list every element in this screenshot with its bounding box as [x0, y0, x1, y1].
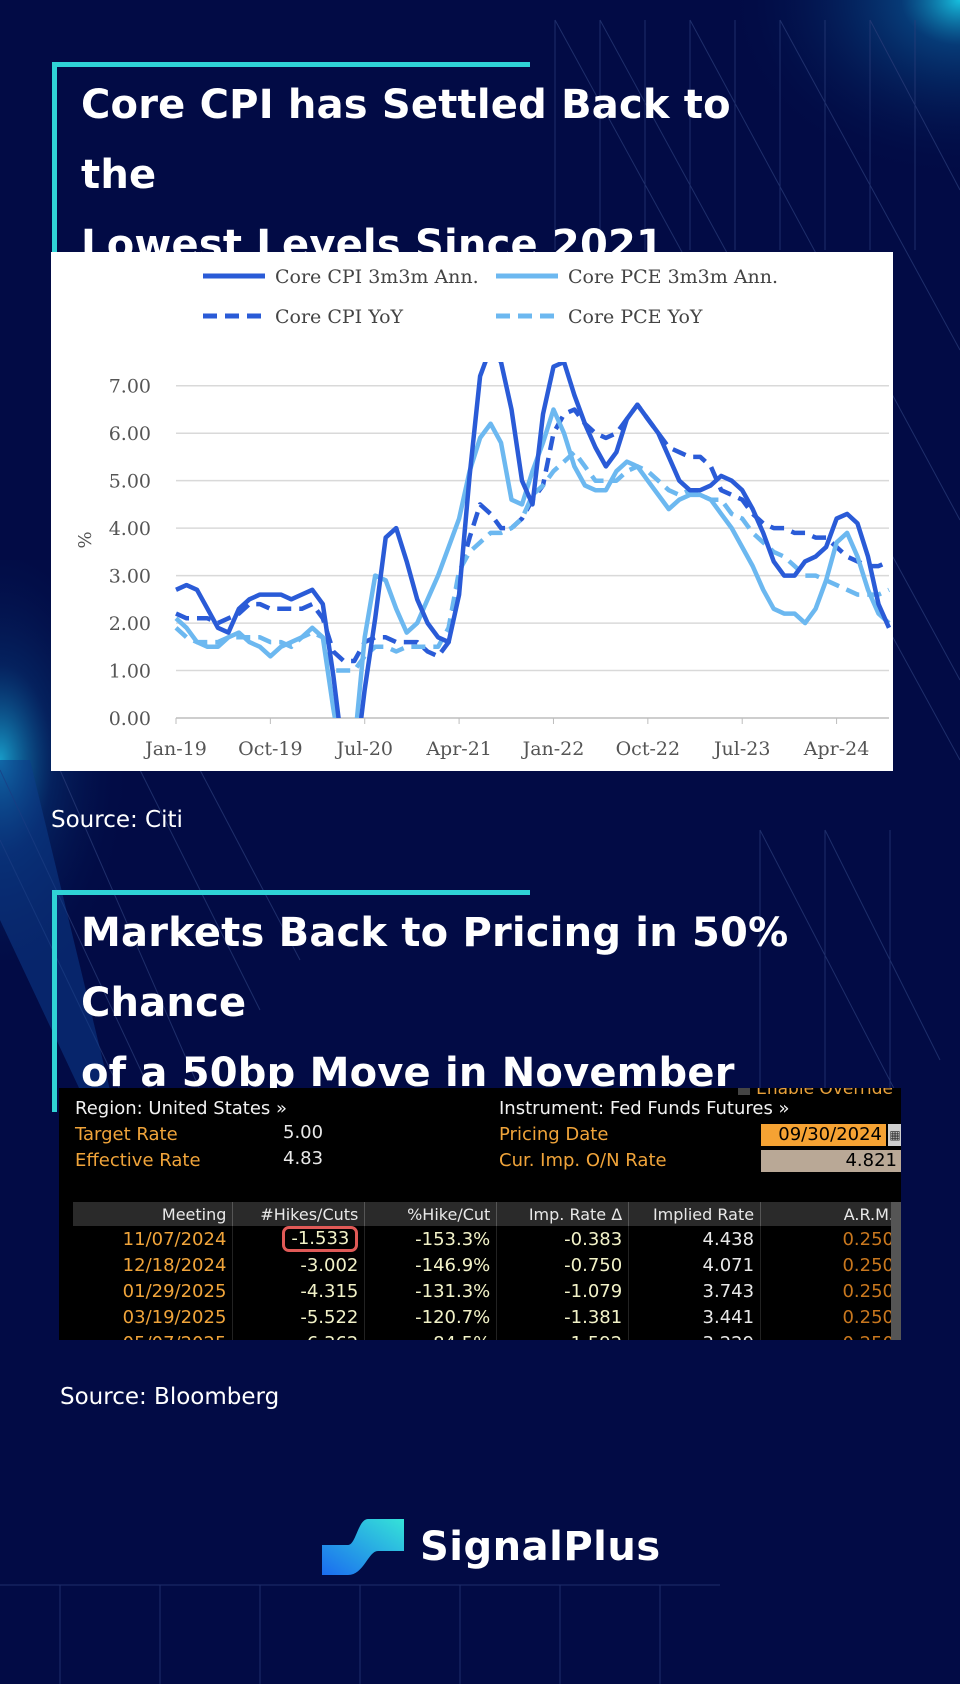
arm-cell: 0.250 [760, 1252, 901, 1278]
section1-title: Core CPI has Settled Back to the Lowest … [81, 70, 812, 280]
implied-rate-cell: 3.743 [628, 1278, 762, 1304]
imp-rate-delta-cell: -1.592 [496, 1330, 630, 1340]
section2-title: Markets Back to Pricing in 50% Chance of… [81, 898, 932, 1108]
signalplus-logo-icon [322, 1519, 404, 1575]
hikes-cuts-cell: -1.533 [232, 1226, 366, 1252]
y-tick-label: 5.00 [109, 471, 151, 493]
legend-label: Core CPI YoY [275, 306, 404, 328]
accent-bar [52, 62, 530, 67]
arm-cell: 0.250 [760, 1330, 901, 1340]
y-tick-label: 3.00 [109, 566, 151, 588]
x-tick-label: Oct-19 [238, 738, 302, 760]
table-row[interactable]: 01/29/2025 -4.315 -131.3% -1.079 3.743 0… [73, 1278, 901, 1304]
meeting-date: 11/07/2024 [73, 1226, 234, 1252]
table-row[interactable]: 05/07/2025 -6.362 -84.5% -1.592 3.229 0.… [73, 1330, 901, 1340]
effective-rate-value: 4.83 [283, 1148, 324, 1169]
logo-wordmark: SignalPlus [420, 1524, 661, 1570]
y-tick-label: 1.00 [109, 661, 151, 683]
x-tick-label: Jul-23 [712, 738, 771, 760]
hikes-cuts-cell: -6.362 [232, 1330, 366, 1340]
table-header-row: Meeting #Hikes/Cuts %Hike/Cut Imp. Rate … [73, 1202, 901, 1226]
y-tick-label: 6.00 [109, 423, 151, 445]
pct-hike-cut-cell: -146.9% [364, 1252, 498, 1278]
implied-rate-cell: 3.229 [628, 1330, 762, 1340]
hikes-cuts-cell: -3.002 [232, 1252, 366, 1278]
pct-hike-cut-cell: -153.3% [364, 1226, 498, 1252]
meeting-date: 05/07/2025 [73, 1330, 234, 1340]
source-citi: Source: Citi [51, 807, 183, 833]
accent-bar [52, 890, 530, 895]
section2-title-line1: Markets Back to Pricing in 50% Chance [81, 910, 789, 1026]
calendar-icon[interactable]: ▦ [888, 1124, 901, 1146]
cur-imp-rate-field[interactable]: 4.821 [761, 1150, 901, 1172]
signalplus-logo: SignalPlus [322, 1515, 661, 1579]
cpi-line-chart: 0.00 1.00 2.00 3.00 4.00 5.00 6.00 7.00% Jan-19 O… [75, 266, 891, 760]
bloomberg-wirp-panel: Enable Override Region: United States » … [59, 1088, 901, 1340]
y-tick-label: 4.00 [109, 518, 151, 540]
pct-hike-cut-cell: -120.7% [364, 1304, 498, 1330]
pricing-date-field[interactable]: 09/30/2024 [761, 1124, 886, 1146]
implied-rate-cell: 4.438 [628, 1226, 762, 1252]
x-tick-label: Apr-21 [425, 738, 492, 760]
source-bloomberg: Source: Bloomberg [60, 1384, 280, 1410]
x-tick-label: Jul-20 [334, 738, 393, 760]
y-tick-label: 7.00 [109, 376, 151, 398]
x-tick-label: Apr-24 [803, 738, 870, 760]
y-axis-label: % [75, 531, 96, 548]
effective-rate-label: Effective Rate [75, 1150, 201, 1171]
cpi-chart-panel: 0.00 1.00 2.00 3.00 4.00 5.00 6.00 7.00% Jan-19 O… [51, 252, 893, 771]
series-line-core-pce-3m3m-ann- [174, 407, 891, 718]
imp-rate-delta-cell: -0.750 [496, 1252, 630, 1278]
y-tick-label: 0.00 [109, 708, 151, 730]
imp-rate-delta-cell: -1.079 [496, 1278, 630, 1304]
arm-cell: 0.250 [760, 1304, 901, 1330]
section2-title-block: Markets Back to Pricing in 50% Chance of… [52, 890, 932, 1112]
rate-probability-table: Meeting #Hikes/Cuts %Hike/Cut Imp. Rate … [73, 1202, 901, 1340]
target-rate-label: Target Rate [75, 1124, 178, 1145]
arm-cell: 0.250 [760, 1278, 901, 1304]
highlighted-value: -1.533 [282, 1226, 359, 1252]
implied-rate-cell: 3.441 [628, 1304, 762, 1330]
checkbox-icon[interactable] [738, 1088, 751, 1095]
table-row[interactable]: 03/19/2025 -5.522 -120.7% -1.381 3.441 0… [73, 1304, 901, 1330]
x-tick-label: Jan-22 [521, 738, 585, 760]
enable-override-toggle[interactable]: Enable Override [738, 1088, 893, 1099]
pct-hike-cut-cell: -131.3% [364, 1278, 498, 1304]
table-scrollbar[interactable] [891, 1202, 901, 1340]
region-selector[interactable]: Region: United States » [75, 1098, 288, 1119]
table-row[interactable]: 12/18/2024 -3.002 -146.9% -0.750 4.071 0… [73, 1252, 901, 1278]
col-header-meeting[interactable]: Meeting [73, 1202, 234, 1226]
col-header-pct-hike-cut[interactable]: %Hike/Cut [364, 1202, 498, 1226]
legend-label: Core CPI 3m3m Ann. [275, 266, 479, 288]
target-rate-value: 5.00 [283, 1122, 324, 1143]
section1-title-line1: Core CPI has Settled Back to the [81, 82, 731, 198]
y-tick-label: 2.00 [109, 613, 151, 635]
meeting-date: 03/19/2025 [73, 1304, 234, 1330]
col-header-hikes-cuts[interactable]: #Hikes/Cuts [232, 1202, 366, 1226]
series-line-core-cpi-3m3m-ann- [175, 362, 891, 718]
imp-rate-delta-cell: -0.383 [496, 1226, 630, 1252]
table-row[interactable]: 11/07/2024 -1.533 -153.3% -0.383 4.438 0… [73, 1226, 901, 1252]
x-tick-label: Oct-22 [616, 738, 680, 760]
cur-imp-rate-label: Cur. Imp. O/N Rate [499, 1150, 667, 1171]
instrument-selector[interactable]: Instrument: Fed Funds Futures » [499, 1098, 790, 1119]
col-header-imp-rate-delta[interactable]: Imp. Rate Δ [496, 1202, 630, 1226]
hikes-cuts-cell: -4.315 [232, 1278, 366, 1304]
legend-label: Core PCE 3m3m Ann. [568, 266, 778, 288]
hikes-cuts-cell: -5.522 [232, 1304, 366, 1330]
meeting-date: 12/18/2024 [73, 1252, 234, 1278]
imp-rate-delta-cell: -1.381 [496, 1304, 630, 1330]
section1-title-block: Core CPI has Settled Back to the Lowest … [52, 62, 812, 284]
col-header-arm[interactable]: A.R.M. [760, 1202, 901, 1226]
col-header-implied-rate[interactable]: Implied Rate [628, 1202, 762, 1226]
enable-override-label: Enable Override [756, 1088, 893, 1099]
arm-cell: 0.250 [760, 1226, 901, 1252]
x-tick-label: Jan-19 [143, 738, 207, 760]
pct-hike-cut-cell: -84.5% [364, 1330, 498, 1340]
legend-label: Core PCE YoY [568, 306, 703, 328]
pricing-date-label: Pricing Date [499, 1124, 609, 1145]
implied-rate-cell: 4.071 [628, 1252, 762, 1278]
meeting-date: 01/29/2025 [73, 1278, 234, 1304]
